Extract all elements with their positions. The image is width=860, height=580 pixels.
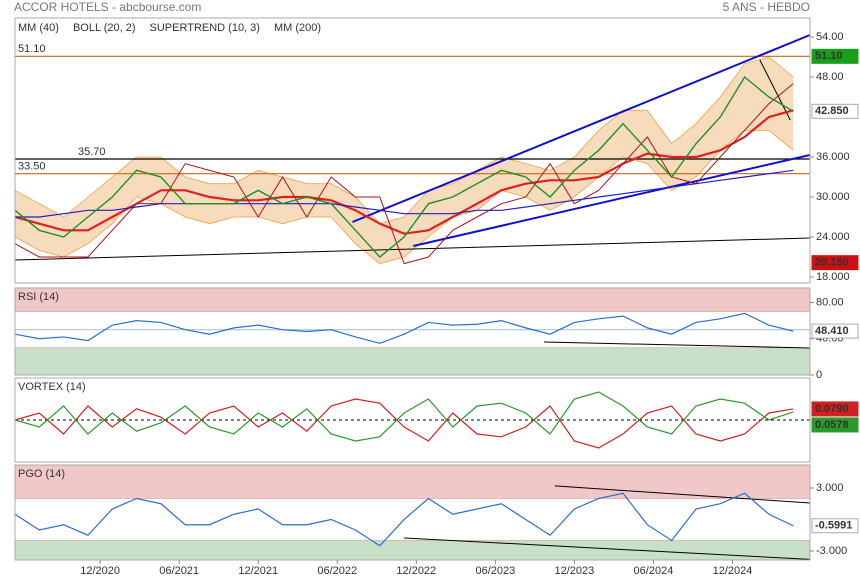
trend-line	[413, 154, 811, 247]
h-line-label: 51.10	[18, 43, 46, 55]
value-box	[811, 401, 859, 417]
y-tick-label: 0	[816, 369, 822, 381]
trend-line	[352, 34, 811, 223]
header-title: ACCOR HOTELS - abcbourse.com	[14, 0, 201, 14]
panel-border	[14, 377, 811, 463]
x-tick-label: 06/2023	[475, 565, 515, 577]
series-line	[14, 391, 794, 442]
x-tick-label: 12/2022	[396, 565, 436, 577]
zone	[14, 287, 811, 312]
zone	[14, 540, 811, 561]
x-tick-label: 12/2020	[80, 565, 120, 577]
trend-line	[404, 537, 811, 560]
value-box	[811, 417, 859, 433]
y-tick-label: 3.000	[816, 482, 844, 494]
y-tick-label: 18.000	[816, 271, 850, 283]
x-tick-label: 12/2024	[713, 565, 753, 577]
value-box-label: 42.850	[815, 105, 849, 117]
y-tick-label: 30.000	[816, 191, 850, 203]
series-line	[14, 83, 794, 265]
band-upper	[14, 56, 794, 225]
band-fill	[15, 57, 794, 264]
series-line	[14, 492, 794, 547]
y-tick-label: 24.000	[816, 231, 850, 243]
value-box-label: 0.0578	[815, 419, 849, 431]
series-line	[14, 75, 794, 258]
value-box	[811, 255, 859, 271]
value-box	[811, 103, 859, 119]
value-box	[811, 518, 859, 534]
y-tick-label: 36.000	[816, 151, 850, 163]
legend-entry: MM (200)	[274, 22, 321, 34]
y-tick-label: 54.00	[816, 31, 844, 43]
h-line-label: 33.50	[18, 161, 46, 173]
y-tick-label: 48.00	[816, 71, 844, 83]
x-tick-label: 12/2023	[555, 565, 595, 577]
value-box	[811, 48, 859, 64]
legend-entry: SUPERTREND (10, 3)	[150, 22, 260, 34]
value-box-label: 48.410	[815, 325, 849, 337]
x-tick-label: 06/2022	[317, 565, 357, 577]
legend-entry: MM (40)	[18, 22, 59, 34]
panel-title: RSI (14)	[18, 291, 59, 303]
value-box	[811, 323, 859, 339]
legend-entry: BOLL (20, 2)	[73, 22, 136, 34]
trend-line	[543, 341, 811, 349]
value-box-label: 0.0790	[815, 403, 849, 415]
panel-border	[14, 17, 811, 284]
x-tick-label: 06/2024	[634, 565, 674, 577]
series-line	[14, 109, 794, 235]
header-period: 5 ANS - HEBDO	[723, 0, 810, 14]
trend-line	[14, 237, 811, 261]
value-box-label: -0.5991	[815, 520, 852, 532]
zone	[14, 464, 811, 499]
trend-line	[759, 59, 791, 121]
series-line	[14, 398, 794, 449]
panel-border	[14, 287, 811, 376]
x-tick-label: 12/2021	[238, 565, 278, 577]
panel-title: PGO (14)	[18, 468, 65, 480]
value-box-label: 51.10	[815, 50, 843, 62]
y-tick-label: -3.000	[816, 545, 847, 557]
trend-line	[554, 485, 811, 504]
series-line	[14, 312, 794, 344]
value-box-label: 20.150	[815, 257, 849, 269]
panel-border	[14, 464, 811, 561]
h-line-label: 35.70	[78, 146, 106, 158]
zone	[14, 347, 811, 376]
series-line	[15, 169, 794, 218]
panel-title: VORTEX (14)	[18, 381, 86, 393]
x-tick-label: 06/2021	[159, 565, 199, 577]
y-tick-label: 80.00	[816, 296, 844, 308]
